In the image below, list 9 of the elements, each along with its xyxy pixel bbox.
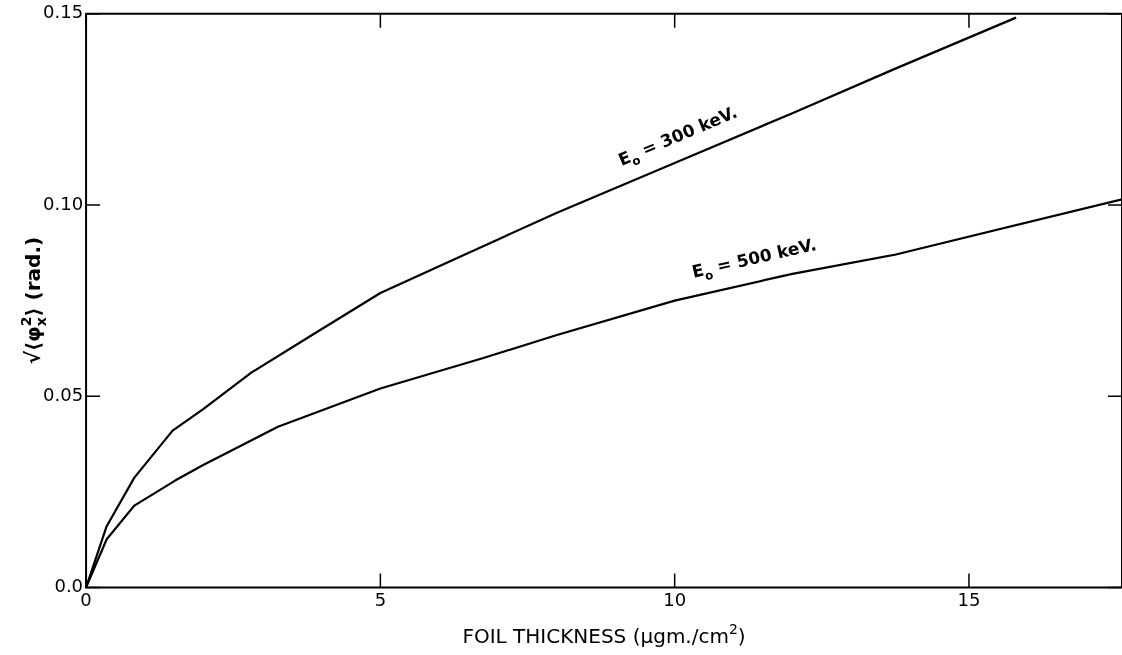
x-tick-label: 15: [957, 588, 981, 610]
y-tick-label: 0.15: [43, 1, 84, 23]
x-tick-label: 10: [663, 588, 687, 610]
x-tick-label: 5: [374, 588, 387, 610]
y-axis-title: √⟨φx2⟩ (rad.): [18, 236, 49, 365]
y-tick-label: 0.10: [43, 192, 84, 214]
annotation: Eo = 500 keV.: [689, 234, 819, 284]
y-tick-label: 0.05: [43, 383, 84, 405]
annotation: Eo = 300 keV.: [615, 101, 740, 170]
